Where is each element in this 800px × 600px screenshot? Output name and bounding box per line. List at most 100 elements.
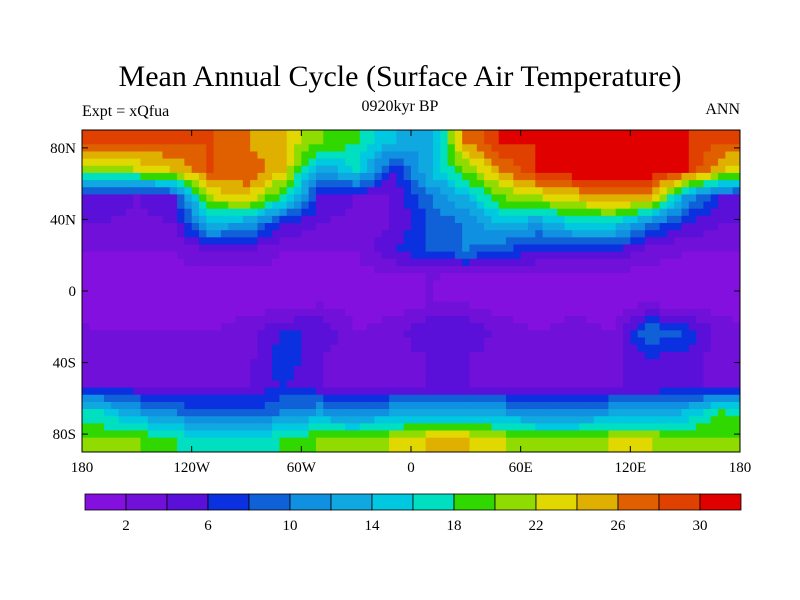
heatmap-cell — [133, 273, 141, 281]
heatmap-cell — [513, 366, 522, 374]
heatmap-cell — [220, 265, 229, 274]
heatmap-cell — [133, 430, 141, 439]
heatmap-cell — [82, 208, 90, 217]
heatmap-cell — [520, 409, 529, 417]
heatmap-cell — [301, 387, 310, 396]
heatmap-cell — [359, 437, 368, 446]
heatmap-cell — [82, 437, 90, 446]
heatmap-cell — [308, 344, 317, 353]
heatmap-cell — [440, 244, 449, 253]
heatmap-cell — [710, 337, 719, 346]
heatmap-cell — [389, 273, 397, 281]
heatmap-cell — [198, 401, 207, 410]
heatmap-cell — [272, 194, 280, 203]
heatmap-cell — [250, 323, 258, 331]
heatmap-cell — [198, 158, 207, 167]
heatmap-cell — [725, 416, 734, 424]
heatmap-cell — [593, 358, 602, 367]
heatmap-cell — [374, 180, 383, 188]
heatmap-cell — [111, 273, 120, 281]
heatmap-cell — [718, 172, 726, 181]
heatmap-cell — [250, 358, 258, 367]
heatmap-cell — [220, 344, 229, 353]
heatmap-cell — [264, 265, 273, 274]
heatmap-cell — [593, 430, 602, 439]
heatmap-cell — [447, 280, 456, 288]
heatmap-cell — [601, 144, 609, 152]
heatmap-cell — [652, 265, 661, 274]
heatmap-cell — [535, 187, 544, 195]
heatmap-cell — [198, 215, 207, 224]
heatmap-cell — [140, 351, 149, 360]
heatmap-cell — [454, 237, 463, 245]
heatmap-cell — [557, 416, 566, 424]
heatmap-cell — [564, 437, 573, 446]
heatmap-cell — [520, 194, 529, 203]
heatmap-cell — [469, 437, 478, 446]
heatmap-cell — [564, 187, 573, 195]
heatmap-cell — [264, 351, 273, 360]
heatmap-cell — [688, 444, 697, 453]
heatmap-cell — [564, 358, 573, 367]
heatmap-cell — [389, 323, 397, 331]
heatmap-cell — [162, 151, 171, 160]
heatmap-cell — [184, 394, 193, 403]
heatmap-cell — [213, 130, 222, 138]
heatmap-cell — [703, 187, 712, 195]
heatmap-cell — [491, 144, 500, 152]
heatmap-cell — [615, 201, 624, 210]
heatmap-cell — [652, 301, 661, 310]
heatmap-cell — [484, 215, 492, 224]
heatmap-cell — [623, 409, 631, 417]
heatmap-cell — [447, 337, 456, 346]
heatmap-cell — [732, 366, 741, 374]
heatmap-cell — [286, 265, 295, 274]
heatmap-cell — [484, 201, 492, 210]
heatmap-cell — [498, 358, 507, 367]
heatmap-cell — [103, 258, 112, 267]
heatmap-cell — [118, 237, 127, 245]
heatmap-cell — [367, 130, 375, 138]
heatmap-cell — [381, 237, 390, 245]
heatmap-cell — [710, 223, 719, 231]
heatmap-cell — [118, 373, 127, 381]
heatmap-cell — [315, 251, 324, 260]
heatmap-cell — [469, 144, 478, 152]
heatmap-cell — [169, 308, 178, 317]
heatmap-cell — [177, 137, 185, 145]
y-tick-label: 0 — [69, 284, 77, 300]
heatmap-cell — [279, 223, 288, 231]
heatmap-cell — [674, 344, 683, 353]
heatmap-cell — [286, 237, 295, 245]
heatmap-cell — [681, 144, 690, 152]
heatmap-cell — [732, 380, 741, 389]
heatmap-cell — [659, 380, 668, 389]
heatmap-cell — [469, 351, 478, 360]
heatmap-cell — [257, 273, 266, 281]
heatmap-cell — [184, 323, 193, 331]
heatmap-cell — [242, 158, 251, 167]
heatmap-cell — [330, 366, 339, 374]
heatmap-cell — [184, 258, 193, 267]
heatmap-cell — [125, 344, 134, 353]
heatmap-cell — [696, 237, 704, 245]
heatmap-cell — [294, 273, 302, 281]
heatmap-cell — [557, 330, 566, 339]
heatmap-cell — [96, 437, 105, 446]
heatmap-cell — [718, 430, 726, 439]
heatmap-cell — [308, 201, 317, 210]
heatmap-cell — [279, 187, 288, 195]
heatmap-cell — [308, 223, 317, 231]
heatmap-cell — [623, 366, 631, 374]
heatmap-cell — [571, 416, 580, 424]
heatmap-cell — [447, 394, 456, 403]
heatmap-cell — [637, 316, 646, 324]
heatmap-cell — [381, 380, 390, 389]
heatmap-cell — [411, 437, 419, 446]
heatmap-cell — [425, 265, 434, 274]
colorbar-box — [330, 493, 373, 511]
heatmap-cell — [286, 208, 295, 217]
heatmap-cell — [593, 323, 602, 331]
heatmap-cell — [111, 165, 120, 174]
heatmap-cell — [228, 194, 237, 203]
